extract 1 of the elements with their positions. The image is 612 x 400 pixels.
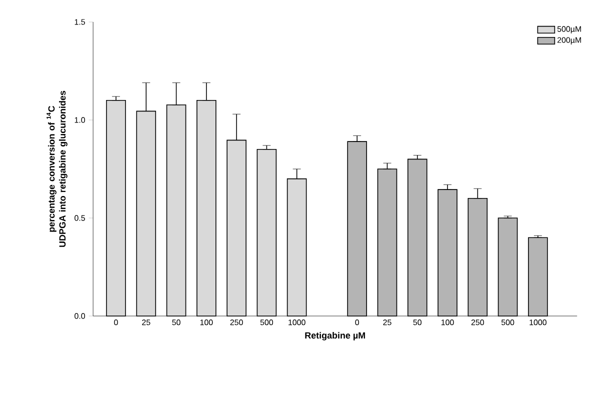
x-axis-title: Retigabine µM bbox=[305, 332, 365, 340]
